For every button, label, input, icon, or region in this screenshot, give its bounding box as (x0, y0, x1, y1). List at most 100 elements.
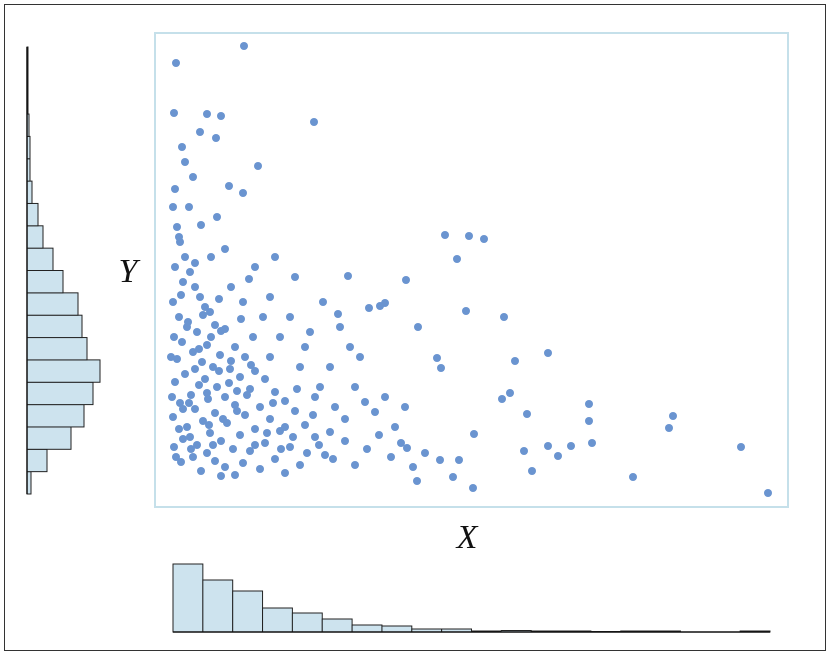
point (261, 375, 269, 383)
point (500, 313, 508, 321)
point (195, 381, 203, 389)
point (225, 182, 233, 190)
point (211, 321, 219, 329)
hist-bar (26, 448, 48, 473)
point (171, 185, 179, 193)
point (175, 425, 183, 433)
point (191, 283, 199, 291)
point (321, 451, 329, 459)
point (209, 363, 217, 371)
point (381, 299, 389, 307)
point (236, 373, 244, 381)
point (356, 353, 364, 361)
point (326, 363, 334, 371)
point (251, 425, 259, 433)
point (173, 223, 181, 231)
point (251, 441, 259, 449)
point (233, 387, 241, 395)
point (311, 393, 319, 401)
point (215, 295, 223, 303)
point (203, 389, 211, 397)
point (237, 315, 245, 323)
point (296, 461, 304, 469)
point (169, 203, 177, 211)
point (178, 338, 186, 346)
point (187, 445, 195, 453)
point (344, 272, 352, 280)
point (179, 405, 187, 413)
point (259, 313, 267, 321)
point (211, 457, 219, 465)
point (365, 304, 373, 312)
point (195, 345, 203, 353)
point (436, 456, 444, 464)
point (403, 444, 411, 452)
point (241, 353, 249, 361)
point (178, 143, 186, 151)
point (245, 275, 253, 283)
point (172, 59, 180, 67)
point (523, 410, 531, 418)
point (669, 412, 677, 420)
point (205, 421, 213, 429)
point (449, 473, 457, 481)
hist-bar (381, 625, 413, 633)
plot-frame (154, 32, 789, 508)
hist-bar (172, 563, 204, 633)
point (217, 472, 225, 480)
hist-bar (26, 337, 88, 361)
point (186, 433, 194, 441)
point (256, 465, 264, 473)
hist-bar (26, 270, 64, 294)
point (191, 405, 199, 413)
point (221, 245, 229, 253)
point (187, 391, 195, 399)
hist-bar (26, 202, 39, 227)
point (168, 393, 176, 401)
point (171, 263, 179, 271)
point (346, 343, 354, 351)
point (554, 452, 562, 460)
point (470, 430, 478, 438)
point (397, 439, 405, 447)
point (212, 134, 220, 142)
point (371, 408, 379, 416)
point (201, 303, 209, 311)
point (301, 343, 309, 351)
point (336, 323, 344, 331)
point (391, 423, 399, 431)
point (179, 278, 187, 286)
point (198, 358, 206, 366)
point (175, 233, 183, 241)
point (204, 395, 212, 403)
point (227, 357, 235, 365)
point (169, 413, 177, 421)
point (261, 439, 269, 447)
point (219, 415, 227, 423)
point (341, 437, 349, 445)
point (291, 273, 299, 281)
point (506, 389, 514, 397)
point (266, 293, 274, 301)
point (319, 298, 327, 306)
point (246, 385, 254, 393)
point (196, 128, 204, 136)
point (247, 361, 255, 369)
point (311, 433, 319, 441)
point (181, 253, 189, 261)
point (263, 429, 271, 437)
point (251, 263, 259, 271)
point (276, 333, 284, 341)
point (351, 461, 359, 469)
point (281, 397, 289, 405)
point (239, 298, 247, 306)
hist-bar (26, 292, 79, 316)
point (585, 400, 593, 408)
point (544, 349, 552, 357)
point (206, 429, 214, 437)
point (213, 213, 221, 221)
hist-bar (26, 359, 101, 383)
point (588, 439, 596, 447)
point (181, 370, 189, 378)
